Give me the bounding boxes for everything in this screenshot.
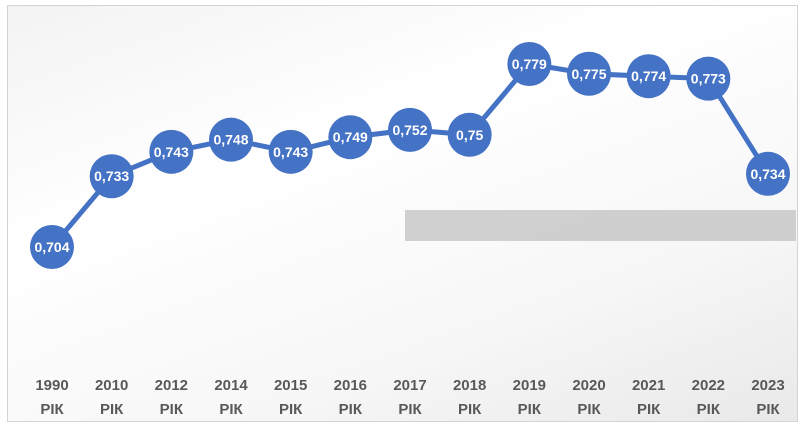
data-point-marker <box>30 225 74 269</box>
x-tick-year: 2022 <box>692 377 725 394</box>
data-label: 0,773 <box>691 71 726 87</box>
data-point-marker <box>507 42 552 86</box>
x-tick-year: 2015 <box>274 377 307 394</box>
data-point: 0,775 <box>567 51 611 96</box>
x-tick-unit: РІК <box>219 401 243 418</box>
x-axis-ticks: 1990 РІК 2010 РІК 2012 РІК 2014 РІК 2015 РІК 2016 Р… <box>35 377 784 418</box>
x-tick-year: 2021 <box>632 377 665 394</box>
data-point-marker <box>686 56 731 101</box>
x-tick-year: 2010 <box>95 377 128 394</box>
data-point: 0,743 <box>149 129 194 174</box>
x-tick-unit: РІК <box>339 401 363 418</box>
x-tick-year: 2018 <box>453 377 486 394</box>
data-label: 0,748 <box>213 132 248 148</box>
data-label: 0,752 <box>392 122 427 138</box>
data-point-marker <box>209 117 253 162</box>
data-point-marker <box>268 129 313 174</box>
data-point-marker <box>447 112 492 157</box>
data-point: 0,752 <box>388 107 432 152</box>
x-tick-unit: РІК <box>577 401 601 418</box>
data-point: 0,733 <box>89 154 134 199</box>
data-point-marker <box>746 151 790 196</box>
data-point: 0,75 <box>447 112 492 157</box>
x-tick-unit: РІК <box>637 401 661 418</box>
data-label: 0,779 <box>512 56 547 72</box>
x-tick-unit: РІК <box>458 401 482 418</box>
x-tick-year: 2023 <box>751 377 784 394</box>
x-tick-unit: РІК <box>279 401 303 418</box>
data-label: 0,75 <box>456 127 483 143</box>
x-tick-unit: РІК <box>398 401 422 418</box>
data-label: 0,734 <box>750 166 785 182</box>
x-tick-unit: РІК <box>756 401 780 418</box>
data-points: 0,704 0,733 0,743 0,748 0,743 0,749 0,752 0,75 0… <box>30 42 790 269</box>
data-point: 0,774 <box>626 54 671 99</box>
data-point-marker <box>149 129 194 174</box>
gray-overlay-bar <box>405 210 796 241</box>
x-tick-unit: РІК <box>518 401 542 418</box>
x-tick-unit: РІК <box>100 401 124 418</box>
data-label: 0,749 <box>333 129 368 145</box>
data-label: 0,774 <box>631 68 666 84</box>
x-tick-year: 2019 <box>513 377 546 394</box>
data-point: 0,749 <box>328 115 373 160</box>
data-label: 0,743 <box>273 144 308 160</box>
data-point: 0,743 <box>268 129 313 174</box>
data-point-marker <box>626 54 671 99</box>
data-label: 0,743 <box>154 144 189 160</box>
data-point-marker <box>89 154 134 199</box>
data-point-marker <box>328 115 373 160</box>
x-tick-year: 2017 <box>393 377 426 394</box>
x-tick-unit: РІК <box>697 401 721 418</box>
data-point: 0,748 <box>209 117 253 162</box>
data-point: 0,773 <box>686 56 731 101</box>
data-point: 0,704 <box>30 225 74 269</box>
data-point: 0,734 <box>746 151 790 196</box>
x-tick-year: 2016 <box>334 377 367 394</box>
x-tick-year: 1990 <box>35 377 68 394</box>
data-point-marker <box>567 51 611 96</box>
x-tick-year: 2012 <box>155 377 188 394</box>
data-label: 0,733 <box>94 168 129 184</box>
data-label: 0,775 <box>571 66 606 82</box>
data-point-marker <box>388 107 432 152</box>
x-tick-unit: РІК <box>160 401 184 418</box>
x-tick-unit: РІК <box>40 401 64 418</box>
x-tick-year: 2020 <box>572 377 605 394</box>
x-tick-year: 2014 <box>214 377 248 394</box>
data-label: 0,704 <box>34 239 69 255</box>
data-point: 0,779 <box>507 42 552 86</box>
